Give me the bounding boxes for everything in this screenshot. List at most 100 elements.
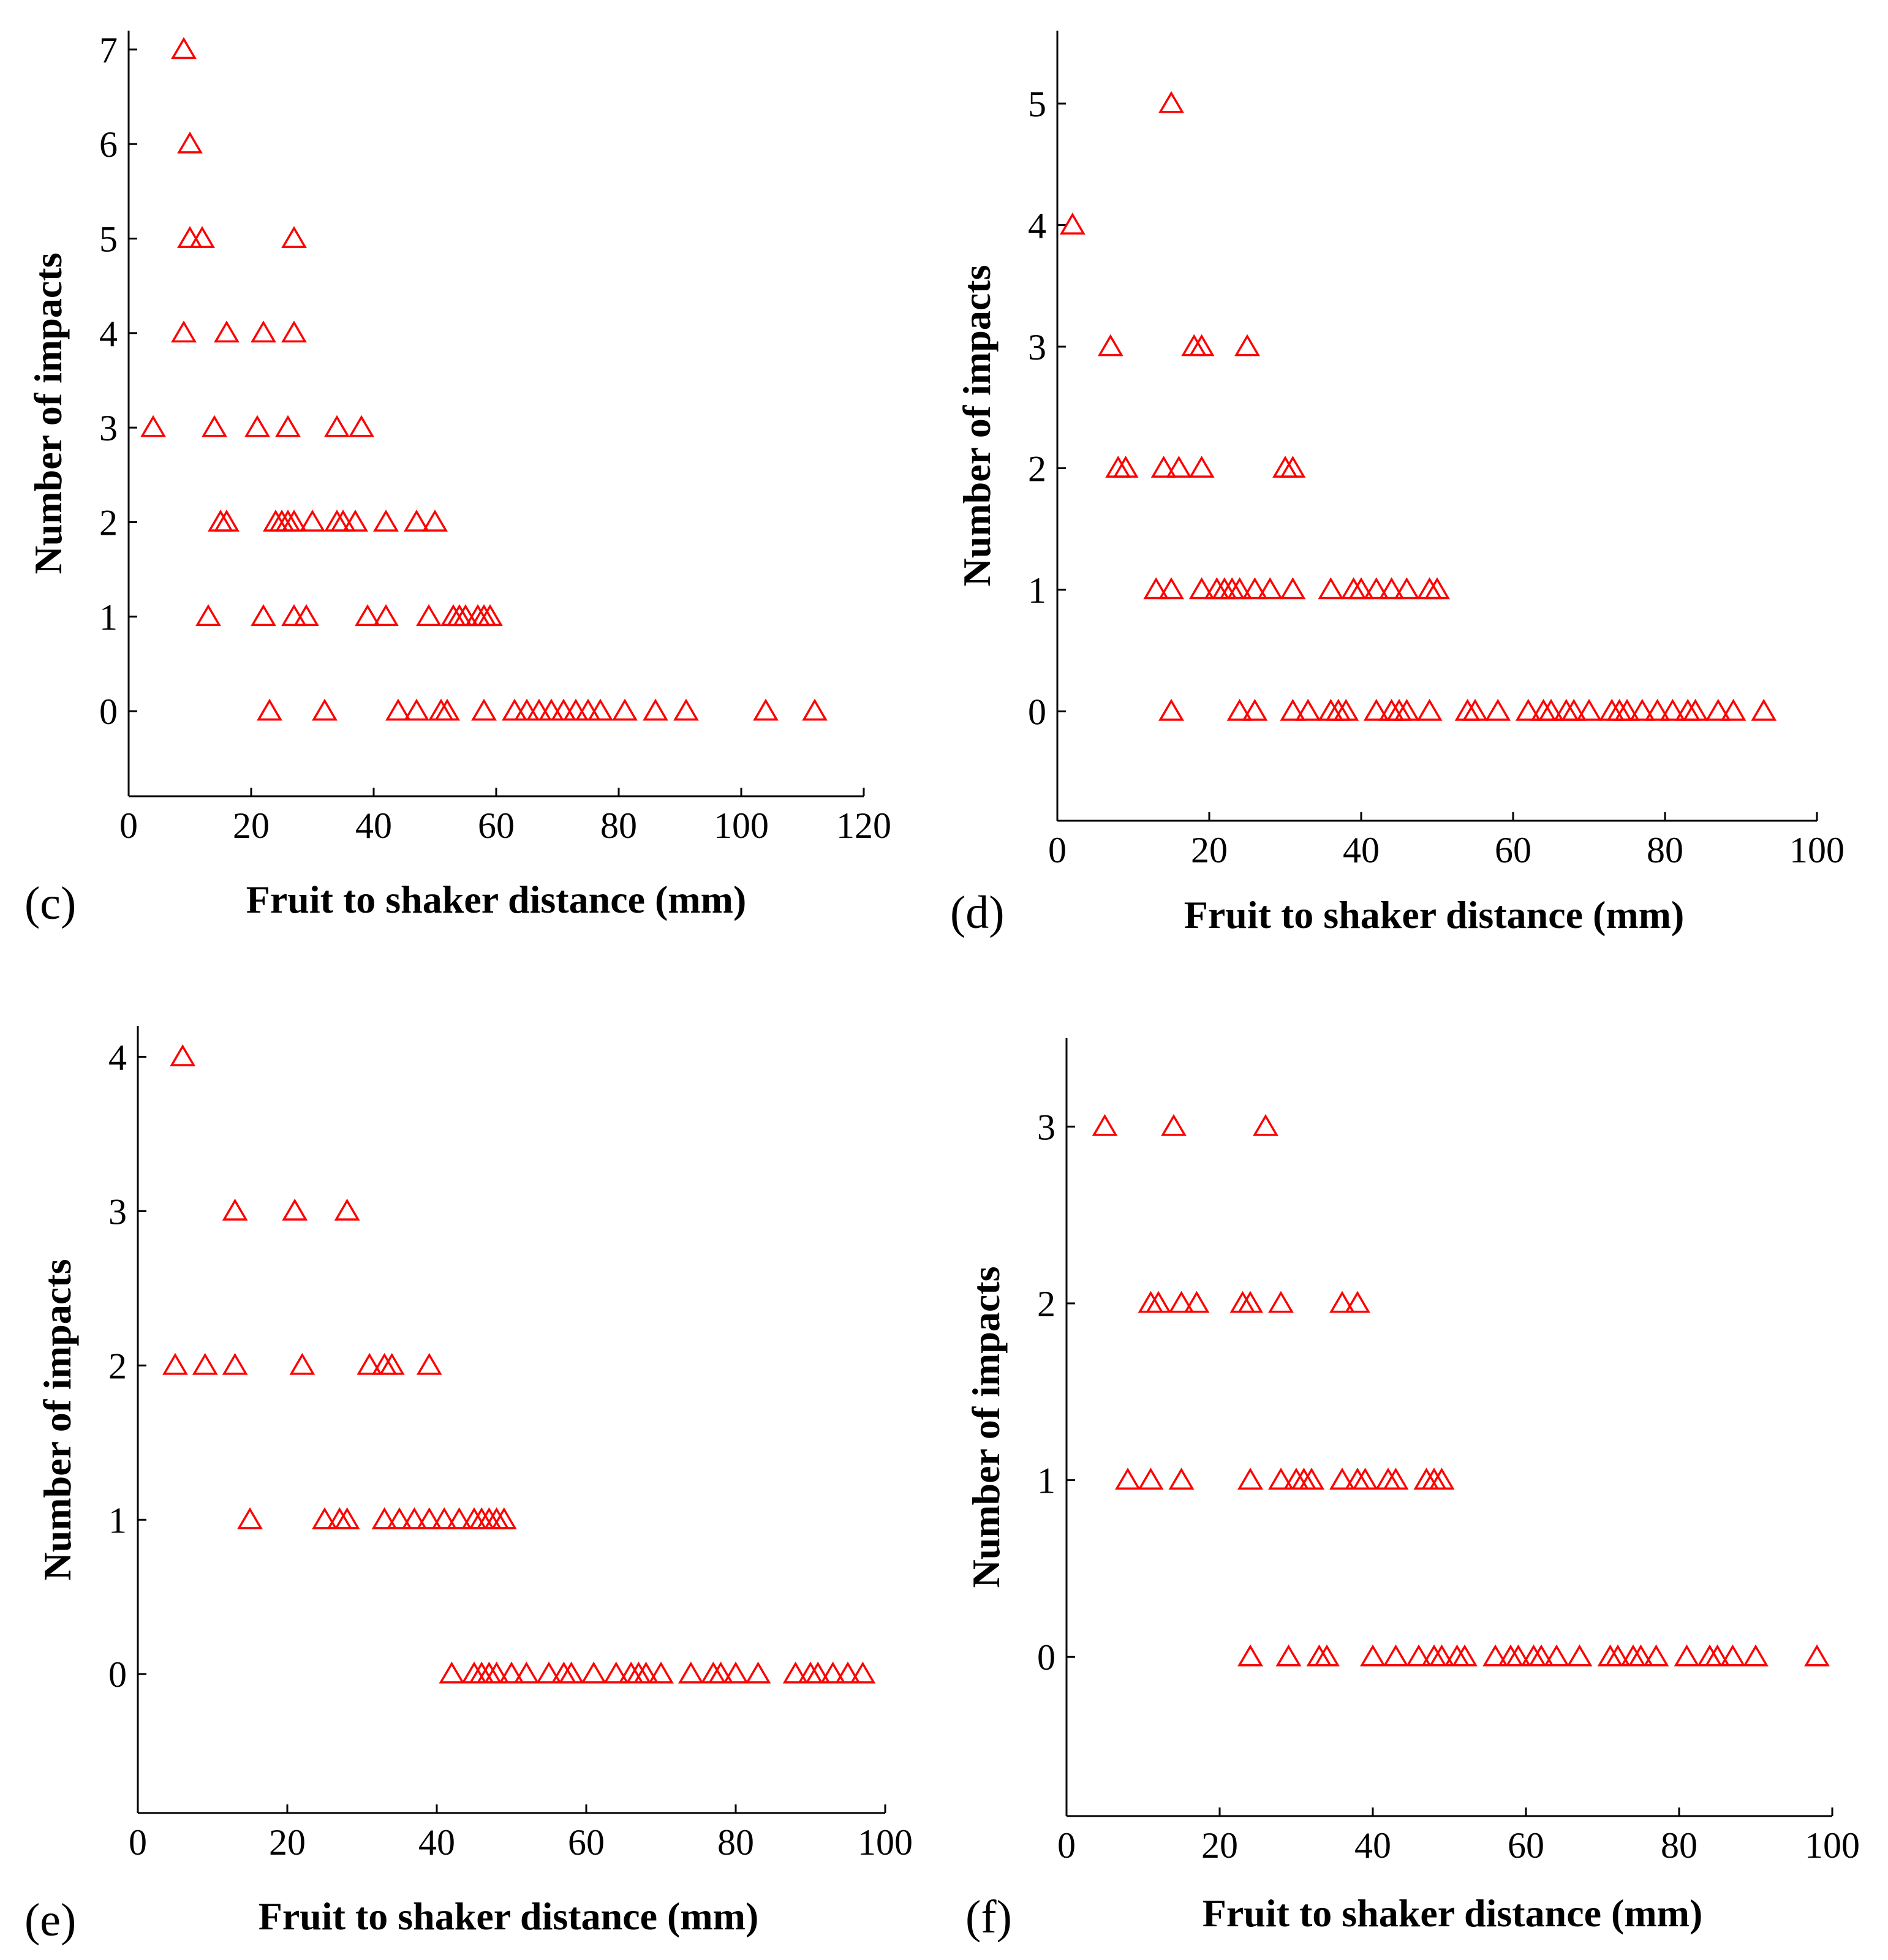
data-point	[1333, 698, 1359, 721]
data-point	[1505, 1644, 1531, 1667]
data-point	[300, 510, 325, 532]
y-tick-label: 6	[99, 124, 118, 165]
data-point	[431, 1507, 458, 1529]
data-point	[281, 604, 307, 627]
y-tick-label: 2	[1028, 448, 1046, 489]
data-point	[177, 226, 203, 248]
data-point	[334, 1198, 360, 1221]
data-point	[625, 1661, 652, 1684]
data-point	[1211, 577, 1237, 600]
data-point	[551, 1661, 577, 1684]
data-point	[513, 1661, 540, 1684]
data-point	[327, 1507, 353, 1529]
data-point	[1704, 1644, 1731, 1667]
data-point	[502, 698, 527, 721]
x-tick-label: 20	[1201, 1825, 1238, 1866]
y-tick-label: 1	[1037, 1461, 1055, 1501]
x-tick-label: 120	[836, 805, 891, 846]
data-point	[312, 698, 338, 721]
data-point	[1614, 698, 1640, 721]
data-point	[1561, 698, 1587, 721]
data-point	[281, 510, 307, 532]
data-point	[1257, 577, 1283, 600]
chart-panel-4: 0 20 40 60 80 100 0 1 2 3 Fruit to shaker distance…	[964, 1038, 1860, 1943]
data-point	[538, 698, 564, 721]
y-tick-label: 3	[108, 1191, 127, 1232]
data-point	[1520, 1644, 1547, 1667]
x-tick-label: 40	[1343, 830, 1380, 870]
data-point	[820, 1661, 846, 1684]
y-axis-label: Number of impacts	[36, 1259, 79, 1581]
data-point	[1097, 334, 1123, 356]
data-point	[469, 1507, 495, 1529]
y-axis-label: Number of impacts	[955, 265, 999, 587]
data-point	[603, 1661, 629, 1684]
data-point	[140, 415, 166, 437]
data-point	[177, 131, 203, 154]
data-point	[1444, 1644, 1470, 1667]
data-point	[171, 37, 197, 59]
data-point	[471, 698, 497, 721]
data-point	[237, 1507, 263, 1529]
y-tick-label: 1	[1028, 570, 1046, 611]
data-point	[357, 1352, 383, 1375]
data-point	[700, 1661, 727, 1684]
data-point	[1318, 698, 1344, 721]
data-point	[1462, 698, 1488, 721]
data-point	[189, 226, 215, 248]
data-point	[214, 510, 240, 532]
data-point	[170, 1044, 196, 1066]
data-point	[1253, 1114, 1278, 1136]
x-tick-label: 100	[1805, 1825, 1860, 1866]
data-point	[195, 604, 221, 627]
y-tick-label: 0	[108, 1654, 127, 1695]
y-tick-label: 3	[1028, 327, 1046, 368]
data-point	[1538, 698, 1564, 721]
data-point	[1413, 1468, 1440, 1490]
data-point	[1188, 334, 1215, 356]
x-tick-label: 40	[418, 1822, 455, 1863]
data-point	[708, 1661, 734, 1684]
data-point	[1306, 1644, 1332, 1667]
x-tick-label: 60	[568, 1822, 605, 1863]
data-point	[446, 1507, 472, 1529]
data-point	[222, 1352, 248, 1375]
data-point	[453, 604, 478, 627]
data-point	[1188, 577, 1215, 600]
data-point	[1606, 698, 1633, 721]
x-tick-label: 80	[1661, 1825, 1697, 1866]
data-point	[1352, 1468, 1378, 1490]
data-point	[1059, 213, 1086, 235]
data-point	[1268, 1291, 1294, 1313]
data-point	[1720, 698, 1746, 721]
data-point	[1485, 698, 1511, 721]
data-point	[342, 510, 368, 532]
data-point	[802, 698, 828, 721]
data-point	[1804, 1644, 1830, 1667]
data-point	[1697, 1644, 1723, 1667]
data-point	[1660, 698, 1686, 721]
y-tick-label: 0	[99, 692, 118, 732]
data-point	[648, 1661, 674, 1684]
y-tick-label: 0	[1028, 692, 1046, 732]
data-point	[835, 1661, 861, 1684]
data-point	[643, 698, 668, 721]
data-point	[1242, 577, 1268, 600]
y-tick-label: 2	[108, 1346, 127, 1386]
data-point	[1219, 577, 1245, 600]
data-point	[1158, 91, 1184, 113]
data-point	[1429, 1468, 1455, 1490]
data-point	[371, 1507, 398, 1529]
panel-tag: (f)	[965, 1891, 1012, 1943]
data-point	[1237, 1291, 1263, 1313]
data-point	[1566, 1644, 1593, 1667]
data-point	[1383, 1468, 1409, 1490]
data-point	[379, 1352, 405, 1375]
data-point	[1675, 698, 1701, 721]
data-point	[349, 415, 374, 437]
x-tick-label: 20	[1191, 830, 1228, 870]
data-point	[1452, 1644, 1478, 1667]
data-point	[371, 1352, 398, 1375]
data-point	[1345, 1291, 1370, 1313]
data-point	[334, 1507, 360, 1529]
